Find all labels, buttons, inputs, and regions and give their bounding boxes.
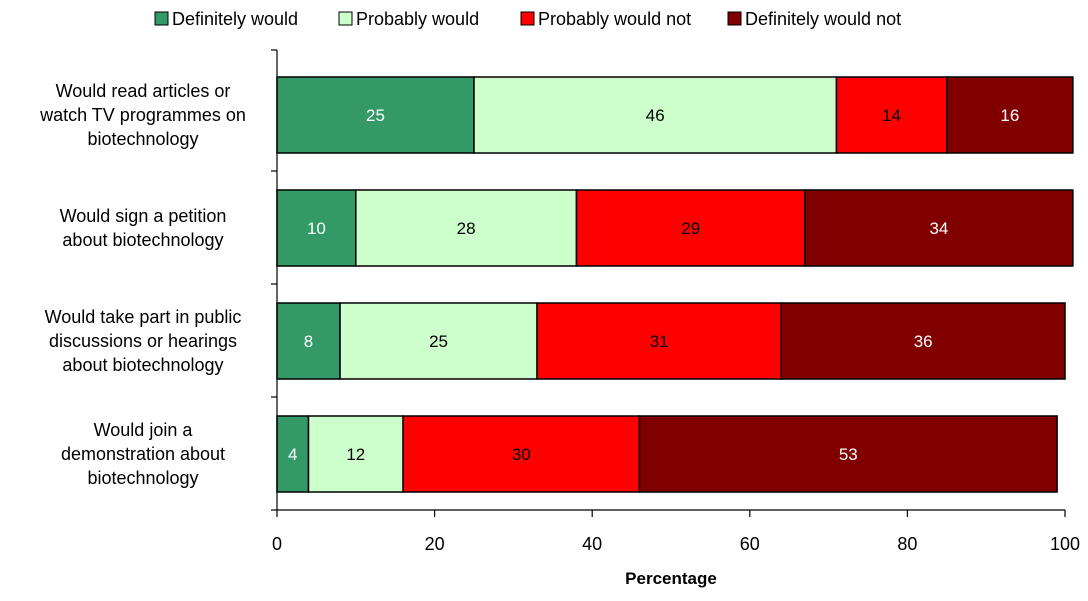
- x-tick-label: 20: [425, 534, 445, 554]
- bar-value-label: 34: [929, 219, 948, 238]
- bar-value-label: 8: [304, 332, 313, 351]
- legend-label: Probably would not: [538, 9, 691, 29]
- bar-value-label: 25: [429, 332, 448, 351]
- bar-value-label: 31: [650, 332, 669, 351]
- bar-value-label: 29: [681, 219, 700, 238]
- x-tick-label: 80: [897, 534, 917, 554]
- bar-segment: [835, 76, 948, 154]
- bar-segment: [780, 302, 1066, 380]
- legend-swatch: [520, 11, 535, 26]
- category-label: about biotechnology: [62, 355, 223, 375]
- bar-segment: [473, 76, 838, 154]
- legend-swatch: [338, 11, 353, 26]
- bar-value-label: 30: [512, 445, 531, 464]
- bar-segment: [339, 302, 538, 380]
- bar-value-label: 10: [307, 219, 326, 238]
- category-label: Would read articles or: [56, 81, 231, 101]
- category-label: about biotechnology: [62, 230, 223, 250]
- legend-label: Definitely would: [172, 9, 298, 29]
- bar-value-label: 36: [914, 332, 933, 351]
- category-label: biotechnology: [87, 468, 198, 488]
- bar-segment: [276, 189, 357, 267]
- bar-value-label: 28: [457, 219, 476, 238]
- bar-value-label: 16: [1000, 106, 1019, 125]
- bar-segment: [804, 189, 1074, 267]
- legend-swatch: [154, 11, 169, 26]
- category-label: Would take part in public: [45, 307, 242, 327]
- category-labels: Would read articles or watch TV programme…: [39, 81, 246, 488]
- bar-segment: [355, 189, 578, 267]
- bar-value-label: 25: [366, 106, 385, 125]
- x-tick-label: 40: [582, 534, 602, 554]
- x-tick-label: 0: [272, 534, 282, 554]
- category-label: Would join a: [94, 420, 194, 440]
- bar-value-label: 12: [346, 445, 365, 464]
- x-axis-label: Percentage: [625, 569, 717, 588]
- bar-segment: [575, 189, 806, 267]
- bar-value-label: 53: [839, 445, 858, 464]
- legend-swatch: [727, 11, 742, 26]
- category-label: demonstration about: [61, 444, 225, 464]
- bar-segment: [946, 76, 1074, 154]
- bar-segment: [276, 415, 310, 493]
- legend-label: Probably would: [356, 9, 479, 29]
- category-label: discussions or hearings: [49, 331, 237, 351]
- bar-value-label: 46: [646, 106, 665, 125]
- category-label: Would sign a petition: [60, 206, 227, 226]
- category-label: watch TV programmes on: [39, 105, 246, 125]
- bars: 25 46 14 16 10 28 29 34 8 25 31 36 4 12 30 53: [276, 76, 1074, 493]
- x-tick-label: 60: [740, 534, 760, 554]
- category-label: biotechnology: [87, 129, 198, 149]
- bar-value-label: 14: [882, 106, 901, 125]
- bar-value-label: 4: [288, 445, 297, 464]
- bar-segment: [307, 415, 404, 493]
- bar-segment: [276, 76, 475, 154]
- x-axis: 0 20 40 60 80 100: [271, 49, 1080, 554]
- x-tick-label: 100: [1050, 534, 1080, 554]
- bar-segment: [638, 415, 1058, 493]
- legend-label: Definitely would not: [745, 9, 901, 29]
- legend: Definitely would Probably would Probably w…: [154, 9, 901, 29]
